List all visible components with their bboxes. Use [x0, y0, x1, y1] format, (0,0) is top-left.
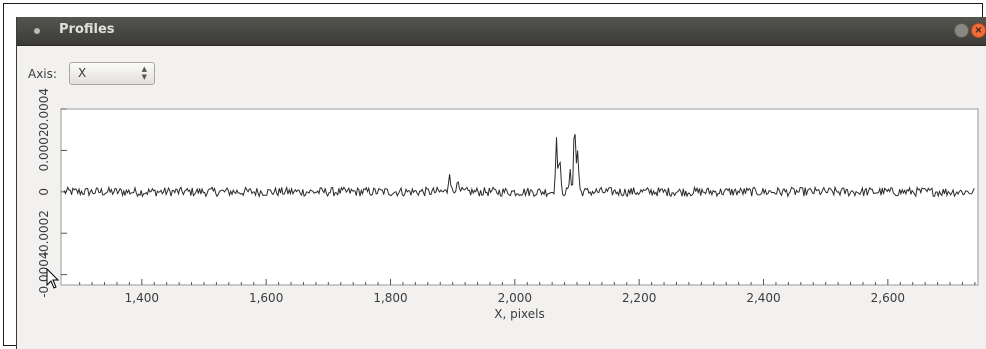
y-tick-label: 0.0002: [37, 129, 51, 171]
x-tick-label: 1,400: [125, 291, 159, 305]
x-tick-label: 2,600: [871, 291, 905, 305]
y-tick-label: 0.0004: [37, 88, 51, 130]
x-tick-label: 2,000: [498, 291, 532, 305]
x-axis-title: X, pixels: [494, 307, 545, 321]
mouse-pointer-icon: [46, 268, 60, 290]
x-tick-label: 1,800: [373, 291, 407, 305]
profile-chart[interactable]: 1,400 1,600 1,800 2,000 2,200 2,400 2,600 X, pi…: [17, 17, 986, 349]
y-tick-label: -0.0002: [37, 210, 51, 256]
x-tick-label: 1,600: [249, 291, 283, 305]
y-tick-label: 0: [37, 188, 51, 196]
x-tick-label: 2,200: [622, 291, 656, 305]
profiles-window: Profiles × Axis: X ▲ ▼ 1,400 1,600 1,800 2,0…: [16, 17, 986, 349]
x-tick-label: 2,400: [746, 291, 780, 305]
plot-area: [61, 109, 978, 285]
